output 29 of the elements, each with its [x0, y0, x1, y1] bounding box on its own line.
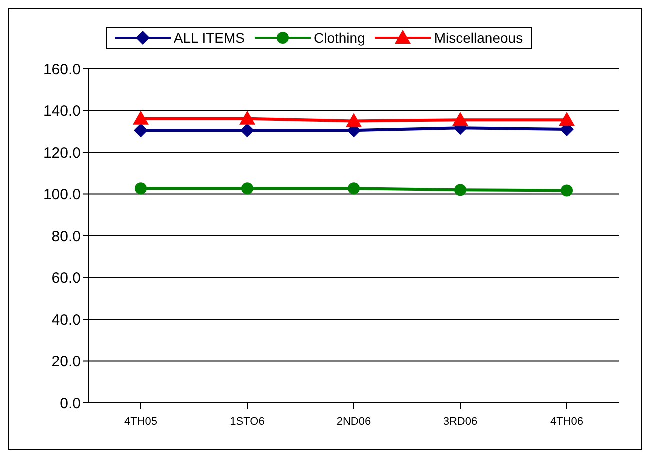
x-tick-label: 4TH05	[124, 416, 158, 428]
point	[242, 182, 254, 195]
point	[134, 124, 148, 138]
legend-label: Miscellaneous	[433, 30, 524, 46]
point	[133, 110, 149, 125]
y-tick-label: 0.0	[60, 395, 81, 412]
x-tick-label: 1STO6	[230, 416, 265, 428]
y-tick-label: 20.0	[52, 354, 81, 371]
legend-label: Clothing	[312, 30, 366, 46]
point	[348, 182, 360, 195]
point	[454, 184, 466, 196]
y-tick-label: 160.0	[43, 61, 81, 78]
y-tick-label: 120.0	[43, 144, 81, 162]
y-tick-label: 140.0	[43, 103, 81, 120]
point	[561, 184, 573, 197]
point	[240, 110, 256, 125]
y-tick-label: 100.0	[43, 186, 81, 204]
y-tick-label: 80.0	[52, 228, 81, 246]
point	[346, 113, 362, 128]
point	[135, 182, 147, 195]
legend-label: ALL ITEMS	[172, 30, 245, 46]
x-tick-label: 2ND06	[336, 416, 372, 428]
x-tick-label: 3RD06	[443, 416, 478, 428]
x-tick-label: 4TH06	[550, 416, 584, 428]
point	[240, 124, 254, 138]
point	[559, 112, 575, 126]
point	[452, 112, 468, 126]
y-tick-label: 60.0	[52, 270, 81, 288]
y-tick-label: 40.0	[52, 312, 81, 329]
